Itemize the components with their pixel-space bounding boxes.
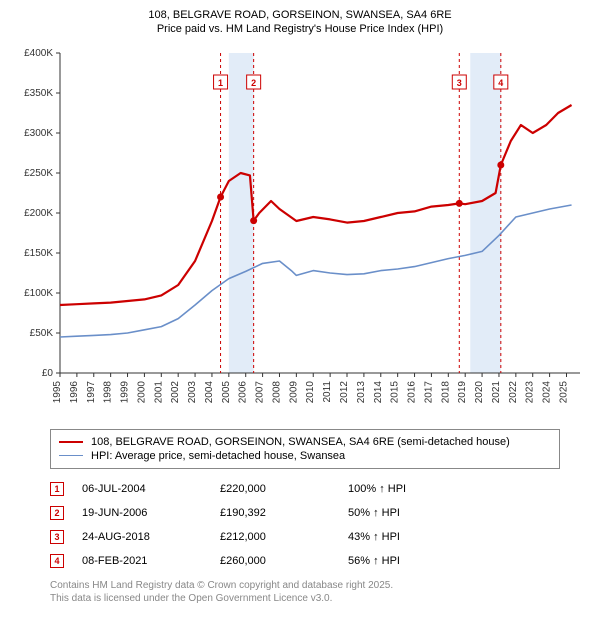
svg-text:£150K: £150K bbox=[24, 248, 53, 259]
sale-price: £220,000 bbox=[220, 483, 330, 495]
svg-text:2016: 2016 bbox=[407, 380, 418, 403]
legend-label: 108, BELGRAVE ROAD, GORSEINON, SWANSEA, … bbox=[91, 436, 510, 448]
svg-text:2004: 2004 bbox=[204, 380, 215, 403]
svg-text:3: 3 bbox=[457, 78, 462, 88]
sales-row: 1 06-JUL-2004 £220,000 100% ↑ HPI bbox=[50, 477, 560, 501]
sale-price: £190,392 bbox=[220, 507, 330, 519]
svg-text:2017: 2017 bbox=[423, 380, 434, 403]
svg-text:2009: 2009 bbox=[288, 380, 299, 403]
sales-row: 4 08-FEB-2021 £260,000 56% ↑ HPI bbox=[50, 549, 560, 573]
line-chart-svg: £0 £50K £100K £150K £200K £250K £300K £350K £400… bbox=[12, 43, 588, 423]
svg-text:4: 4 bbox=[498, 78, 503, 88]
svg-text:2024: 2024 bbox=[542, 380, 553, 403]
svg-text:2011: 2011 bbox=[322, 380, 333, 402]
svg-text:2007: 2007 bbox=[255, 380, 266, 403]
svg-text:2020: 2020 bbox=[474, 380, 485, 403]
svg-text:2006: 2006 bbox=[238, 380, 249, 403]
sale-marker: 1 bbox=[50, 482, 64, 496]
legend-swatch bbox=[59, 455, 83, 456]
svg-text:£200K: £200K bbox=[24, 208, 53, 219]
svg-text:2000: 2000 bbox=[136, 380, 147, 403]
legend: 108, BELGRAVE ROAD, GORSEINON, SWANSEA, … bbox=[50, 429, 560, 469]
svg-text:2018: 2018 bbox=[440, 380, 451, 403]
svg-text:2: 2 bbox=[251, 78, 256, 88]
svg-text:2010: 2010 bbox=[305, 380, 316, 403]
footnote-line-2: This data is licensed under the Open Gov… bbox=[50, 592, 588, 605]
svg-text:2002: 2002 bbox=[170, 380, 181, 403]
svg-text:£350K: £350K bbox=[24, 88, 53, 99]
svg-text:1: 1 bbox=[218, 78, 223, 88]
svg-text:1997: 1997 bbox=[86, 380, 97, 403]
sale-marker: 3 bbox=[50, 530, 64, 544]
svg-text:2019: 2019 bbox=[457, 380, 468, 403]
footnote: Contains HM Land Registry data © Crown c… bbox=[50, 579, 588, 605]
svg-text:£300K: £300K bbox=[24, 128, 53, 139]
sale-price: £260,000 bbox=[220, 555, 330, 567]
svg-text:2003: 2003 bbox=[187, 380, 198, 403]
svg-text:£50K: £50K bbox=[30, 328, 54, 339]
chart-area: £0 £50K £100K £150K £200K £250K £300K £350K £400… bbox=[12, 43, 588, 423]
sale-pct: 50% ↑ HPI bbox=[348, 507, 468, 519]
footnote-line-1: Contains HM Land Registry data © Crown c… bbox=[50, 579, 588, 592]
svg-text:2013: 2013 bbox=[356, 380, 367, 403]
svg-text:1999: 1999 bbox=[120, 380, 131, 403]
svg-text:1998: 1998 bbox=[103, 380, 114, 403]
svg-text:2008: 2008 bbox=[271, 380, 282, 403]
svg-text:2021: 2021 bbox=[491, 380, 502, 403]
sales-table: 1 06-JUL-2004 £220,000 100% ↑ HPI 2 19-JUN-20… bbox=[50, 477, 560, 573]
sale-date: 08-FEB-2021 bbox=[82, 555, 202, 567]
legend-label: HPI: Average price, semi-detached house,… bbox=[91, 450, 345, 462]
sales-row: 3 24-AUG-2018 £212,000 43% ↑ HPI bbox=[50, 525, 560, 549]
sale-date: 24-AUG-2018 bbox=[82, 531, 202, 543]
svg-text:2005: 2005 bbox=[221, 380, 232, 403]
svg-text:1996: 1996 bbox=[69, 380, 80, 403]
svg-text:1995: 1995 bbox=[52, 380, 63, 403]
sale-marker: 4 bbox=[50, 554, 64, 568]
svg-text:£250K: £250K bbox=[24, 168, 53, 179]
sale-pct: 43% ↑ HPI bbox=[348, 531, 468, 543]
sale-marker: 2 bbox=[50, 506, 64, 520]
svg-text:2022: 2022 bbox=[508, 380, 519, 403]
title-line-2: Price paid vs. HM Land Registry's House … bbox=[12, 22, 588, 36]
sale-pct: 56% ↑ HPI bbox=[348, 555, 468, 567]
svg-text:2025: 2025 bbox=[558, 380, 569, 403]
sale-date: 19-JUN-2006 bbox=[82, 507, 202, 519]
svg-text:2015: 2015 bbox=[390, 380, 401, 403]
sales-row: 2 19-JUN-2006 £190,392 50% ↑ HPI bbox=[50, 501, 560, 525]
title-line-1: 108, BELGRAVE ROAD, GORSEINON, SWANSEA, … bbox=[12, 8, 588, 22]
svg-text:2012: 2012 bbox=[339, 380, 350, 403]
chart-title: 108, BELGRAVE ROAD, GORSEINON, SWANSEA, … bbox=[12, 8, 588, 37]
legend-row: HPI: Average price, semi-detached house,… bbox=[59, 450, 551, 462]
sale-pct: 100% ↑ HPI bbox=[348, 483, 468, 495]
legend-swatch bbox=[59, 441, 83, 443]
sale-price: £212,000 bbox=[220, 531, 330, 543]
svg-text:2014: 2014 bbox=[373, 380, 384, 403]
chart-container: 108, BELGRAVE ROAD, GORSEINON, SWANSEA, … bbox=[0, 0, 600, 620]
sale-date: 06-JUL-2004 bbox=[82, 483, 202, 495]
svg-text:£0: £0 bbox=[42, 368, 54, 379]
svg-text:2023: 2023 bbox=[525, 380, 536, 403]
svg-text:£100K: £100K bbox=[24, 288, 53, 299]
legend-row: 108, BELGRAVE ROAD, GORSEINON, SWANSEA, … bbox=[59, 436, 551, 448]
svg-text:2001: 2001 bbox=[153, 380, 164, 403]
svg-text:£400K: £400K bbox=[24, 48, 53, 59]
